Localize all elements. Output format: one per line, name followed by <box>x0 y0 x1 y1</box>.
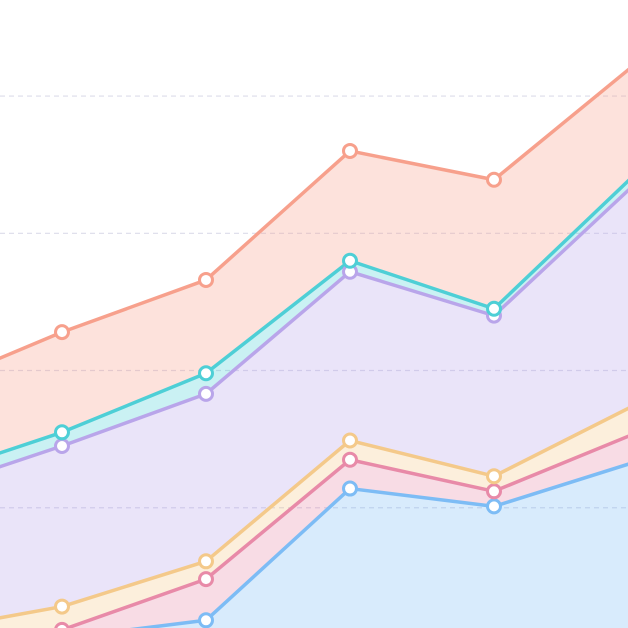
point-marker <box>486 468 502 485</box>
point-marker <box>198 571 214 588</box>
point-marker <box>54 438 70 455</box>
series-line <box>62 434 628 628</box>
area <box>143 464 628 628</box>
point-marker <box>54 621 70 628</box>
point-marker <box>54 424 70 441</box>
point-marker <box>342 432 358 449</box>
point-marker <box>342 252 358 269</box>
area <box>0 69 628 453</box>
point-marker <box>486 483 502 500</box>
series-line <box>0 406 628 620</box>
point-marker <box>486 300 502 317</box>
series-line <box>0 188 628 469</box>
point-marker <box>198 612 214 628</box>
area <box>0 181 628 467</box>
area <box>0 190 628 618</box>
series-line <box>129 462 628 628</box>
point-marker <box>486 498 502 515</box>
point-marker <box>342 142 358 159</box>
point-marker <box>198 365 214 382</box>
point-marker <box>198 385 214 402</box>
point-marker <box>342 451 358 468</box>
series-line <box>0 178 628 455</box>
point-marker <box>54 598 70 615</box>
point-marker <box>342 480 358 497</box>
point-marker <box>54 324 70 341</box>
point-marker <box>198 553 214 570</box>
series-line <box>0 67 628 361</box>
point-marker <box>198 271 214 288</box>
point-marker <box>486 171 502 188</box>
